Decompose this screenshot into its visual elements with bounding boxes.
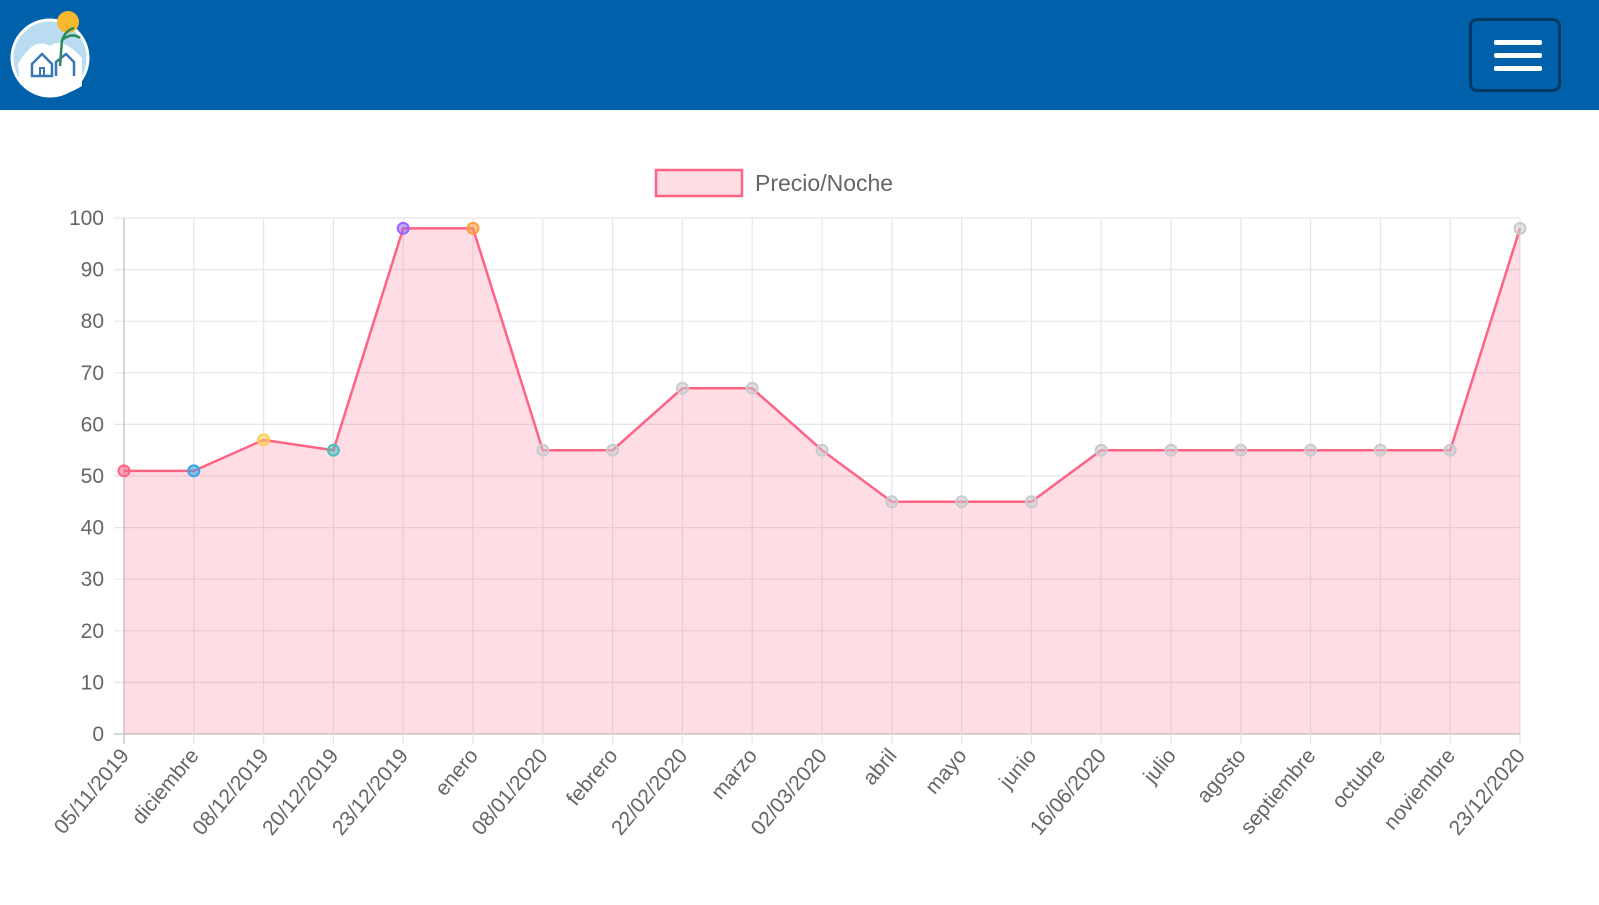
x-axis: 05/11/2019diciembre08/12/201920/12/20192… [50,744,1530,839]
legend-swatch [654,168,744,198]
data-point[interactable] [815,443,829,457]
data-point[interactable] [1304,443,1318,457]
data-point[interactable] [1024,495,1038,509]
x-tick-label: agosto [1192,744,1250,807]
data-point[interactable] [955,495,969,509]
data-point[interactable] [187,464,201,478]
data-point[interactable] [396,221,410,235]
x-tick-label: febrero [562,744,622,810]
data-point[interactable] [1094,443,1108,457]
hamburger-icon [1494,40,1542,45]
data-point[interactable] [885,495,899,509]
x-tick-label: octubre [1328,744,1391,812]
hamburger-icon-middle [1494,53,1542,58]
y-tick-label: 90 [81,259,104,282]
data-point[interactable] [466,221,480,235]
x-tick-label: julio [1139,744,1181,788]
data-point[interactable] [1513,221,1527,235]
y-tick-label: 40 [81,517,104,540]
price-chart-container: 0 10 20 30 40 50 60 70 80 90 100 05/11/2019 diciemb… [0,150,1599,900]
navbar [0,0,1599,110]
x-tick-label: junio [994,744,1041,794]
data-point[interactable] [1164,443,1178,457]
price-chart: 0 10 20 30 40 50 60 70 80 90 100 05/11/2019diciemb… [50,168,1530,840]
data-point[interactable] [536,443,550,457]
legend[interactable]: Precio/Noche [654,168,893,198]
x-tick-label: enero [431,744,483,800]
x-tick-label: abril [859,744,902,789]
y-tick-label: 10 [81,671,104,694]
x-tick-label: mayo [921,744,972,798]
beach-house-logo[interactable] [10,6,90,104]
legend-label: Precio/Noche [755,170,893,196]
y-tick-label: 30 [81,568,104,591]
data-point[interactable] [606,443,620,457]
data-point[interactable] [257,433,271,447]
x-tick-label: 05/11/2019 [50,744,134,838]
y-tick-label: 60 [81,413,104,436]
data-point[interactable] [326,443,340,457]
grid-lines [114,217,1521,744]
hamburger-icon-bottom [1494,66,1542,71]
y-tick-label: 80 [81,310,104,333]
y-tick-label: 20 [81,620,104,643]
data-point[interactable] [1234,443,1248,457]
data-point[interactable] [745,381,759,395]
data-point[interactable] [675,381,689,395]
x-tick-label: marzo [707,744,762,803]
y-tick-label: 50 [81,465,104,488]
y-tick-label: 100 [69,207,104,230]
data-point[interactable] [1373,443,1387,457]
y-tick-label: 70 [81,362,104,385]
x-tick-label: diciembre [127,744,203,829]
y-tick-label: 0 [92,723,104,746]
data-point[interactable] [1443,443,1457,457]
menu-toggle-button[interactable] [1469,18,1561,92]
points-layer [117,221,1527,509]
data-point[interactable] [117,464,131,478]
series-area-fill [124,228,1520,734]
y-axis: 0 10 20 30 40 50 60 70 80 90 100 [69,207,104,746]
